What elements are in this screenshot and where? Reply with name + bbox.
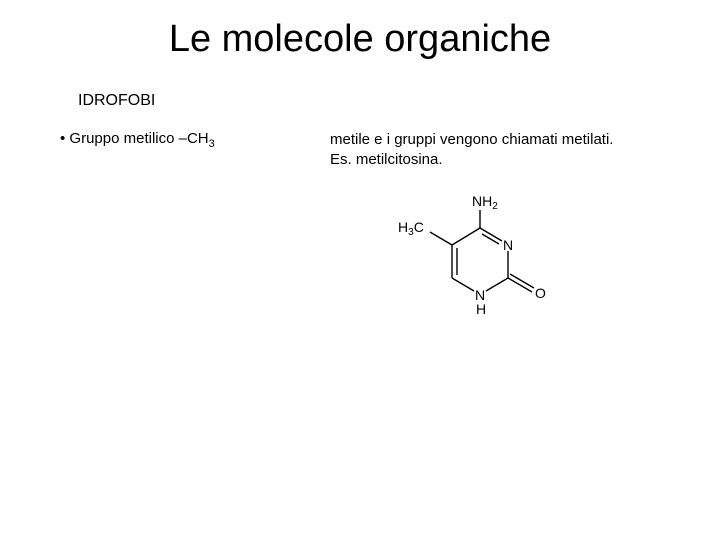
bullet-subscript: 3: [209, 138, 215, 150]
label-h3c: H3C: [398, 219, 424, 238]
label-h-bottom: H: [476, 301, 486, 317]
label-o: O: [535, 285, 546, 301]
atom-labels: NH2 N O N H H3C: [398, 193, 546, 317]
label-n-top: N: [503, 237, 513, 253]
description-block: metile e i gruppi vengono chiamati metil…: [330, 130, 660, 171]
bullet-item: • Gruppo metilico –CH3: [60, 130, 215, 150]
slide-title: Le molecole organiche: [0, 18, 720, 61]
label-nh2: NH2: [472, 193, 498, 212]
description-line1: metile e i gruppi vengono chiamati metil…: [330, 131, 613, 148]
chemical-structure: NH2 N O N H H3C: [380, 190, 560, 340]
molecule-svg: NH2 N O N H H3C: [380, 190, 560, 340]
ring-bonds: [430, 210, 534, 292]
bullet-text: • Gruppo metilico –CH: [60, 130, 209, 147]
description-line2: Es. metilcitosina.: [330, 151, 443, 168]
section-label: IDROFOBI: [78, 92, 155, 110]
